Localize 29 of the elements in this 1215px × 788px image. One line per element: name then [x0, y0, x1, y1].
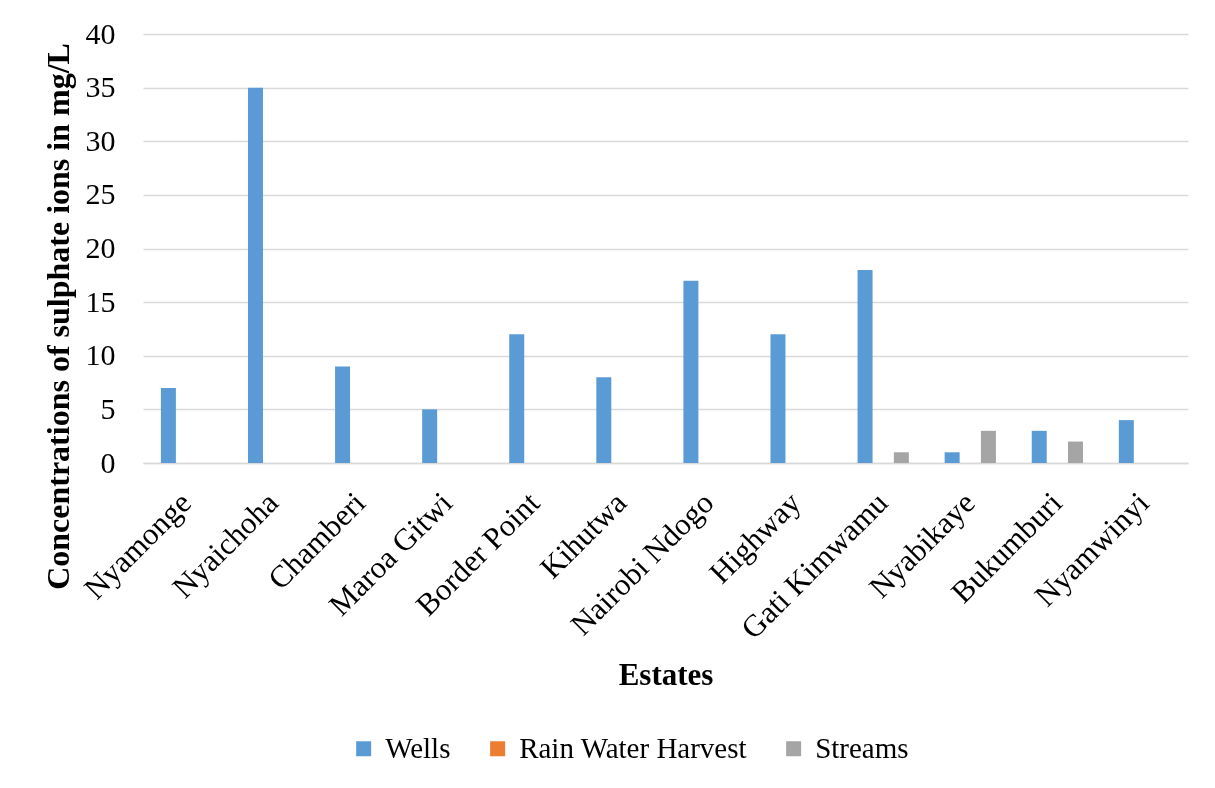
- bar: [596, 377, 612, 463]
- y-tick-label: 0: [100, 445, 116, 479]
- bar: [335, 366, 351, 463]
- bar: [1031, 430, 1047, 463]
- y-tick-label: 10: [85, 338, 116, 372]
- y-tick-label: 5: [100, 391, 116, 425]
- y-tick-label: 35: [85, 70, 116, 104]
- bar: [509, 334, 525, 463]
- bar: [893, 452, 909, 463]
- bar: [770, 334, 786, 463]
- y-tick-label: 20: [85, 231, 116, 264]
- bar: [1068, 441, 1084, 463]
- y-tick-label: 30: [85, 123, 116, 157]
- bar: [160, 387, 176, 463]
- bar: [857, 269, 873, 463]
- bar: [683, 280, 699, 463]
- legend-label: Wells: [385, 731, 451, 764]
- y-tick-label: 15: [85, 284, 116, 318]
- bar: [247, 87, 263, 463]
- y-tick-label: 40: [85, 16, 116, 50]
- bar: [944, 452, 960, 463]
- bar: [980, 430, 996, 463]
- bar: [422, 409, 438, 463]
- x-axis-title: Estates: [618, 656, 714, 692]
- legend-label: Streams: [815, 731, 909, 764]
- bar: [1118, 420, 1134, 463]
- y-tick-label: 25: [85, 177, 116, 211]
- y-axis-title: Concentrations of sulphate ions in mg/L: [39, 43, 76, 590]
- legend-label: Rain Water Harvest: [519, 731, 747, 764]
